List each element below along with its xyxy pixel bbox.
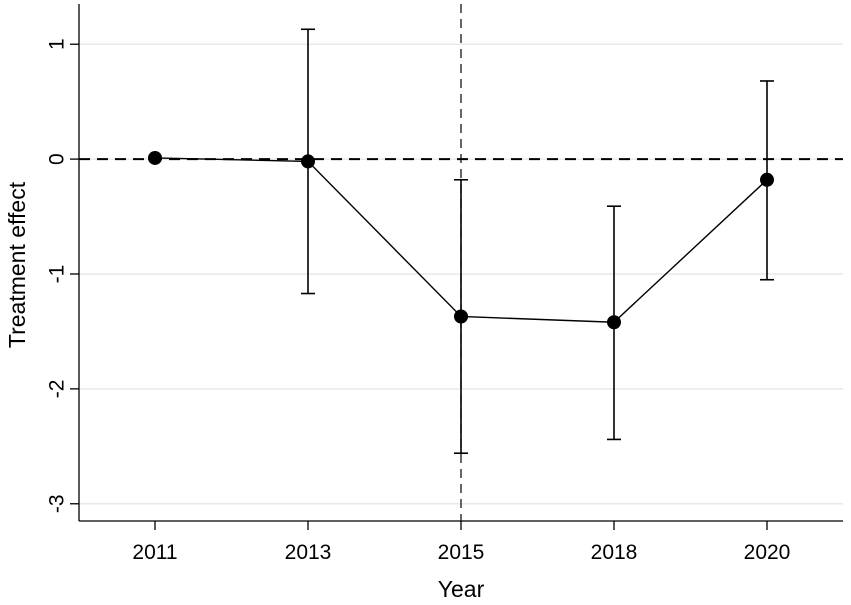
x-tick-label: 2011 bbox=[132, 541, 177, 564]
x-tick-label: 2015 bbox=[438, 541, 485, 564]
y-tick-label: -2 bbox=[46, 380, 69, 399]
y-tick-label: -3 bbox=[46, 494, 69, 513]
data-points bbox=[148, 150, 774, 330]
data-point bbox=[607, 315, 621, 330]
y-tick-label: -1 bbox=[46, 265, 69, 284]
tick-labels: 1 0 -1 -2 -3 2011 2013 2015 2018 2020 bbox=[46, 38, 791, 564]
y-tick-label: 1 bbox=[46, 38, 69, 50]
x-tick-label: 2013 bbox=[285, 541, 332, 564]
x-tick-label: 2018 bbox=[591, 541, 638, 564]
data-point bbox=[148, 150, 162, 165]
y-tick-label: 0 bbox=[46, 153, 69, 165]
data-point bbox=[301, 154, 315, 169]
y-axis-title: Treatment effect bbox=[4, 181, 30, 348]
x-axis-title: Year bbox=[438, 576, 485, 602]
data-point bbox=[454, 309, 468, 324]
axes bbox=[70, 4, 843, 530]
x-tick-label: 2020 bbox=[744, 541, 791, 564]
data-point bbox=[760, 172, 774, 187]
